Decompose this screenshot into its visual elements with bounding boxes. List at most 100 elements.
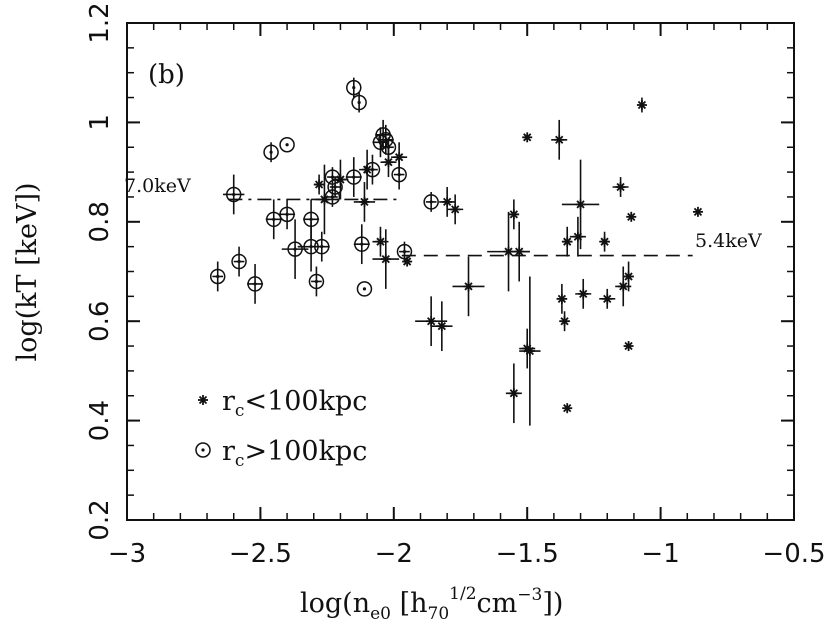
circle-marker	[265, 211, 282, 228]
circle-marker	[279, 137, 295, 153]
star-marker	[508, 388, 519, 399]
data-point-circle	[324, 187, 341, 207]
star-stroke	[451, 205, 460, 214]
circle-dot	[216, 274, 220, 279]
star-marker	[575, 199, 586, 210]
circle-dot	[309, 217, 313, 221]
star-marker	[394, 152, 405, 163]
y-tick-label: 0.6	[85, 301, 115, 342]
star-stroke	[376, 237, 385, 246]
star-stroke	[693, 207, 703, 216]
data-point-circle	[346, 77, 362, 98]
circle-dot	[285, 143, 289, 147]
star-stroke	[403, 257, 412, 266]
axis-ticks: −3 −2.5 −2 −1.5 −1 −0.5 0.2 0.4 0.6 0.8 1 1.2	[85, 2, 826, 569]
data-point-circle	[327, 177, 343, 197]
data-point-circle	[356, 281, 373, 297]
legend-circle-glyph	[195, 442, 211, 458]
circle-marker	[247, 276, 263, 292]
y-tick-label: 0.2	[85, 499, 115, 540]
circle-ring	[279, 137, 295, 153]
circle-marker	[314, 238, 330, 255]
star-marker	[578, 288, 589, 299]
ref-label-5p4keV: 5.4keV	[695, 230, 762, 252]
data-point-star	[431, 301, 453, 352]
star-stroke	[360, 197, 369, 207]
y-tick-label: 1	[85, 114, 115, 131]
star-stroke	[637, 100, 647, 110]
data-point-star	[561, 226, 573, 257]
circle-ring	[372, 134, 389, 151]
star-marker	[556, 293, 567, 304]
circle-marker	[396, 243, 413, 260]
star-marker	[626, 211, 637, 222]
circle-dot	[272, 217, 276, 221]
star-stroke	[600, 237, 609, 246]
star-stroke	[394, 153, 404, 162]
data-point-circle	[263, 142, 279, 163]
y-tick-label: 0.8	[85, 201, 115, 242]
data-point-star	[508, 199, 520, 230]
circle-ring	[195, 442, 211, 458]
star-stroke	[515, 247, 524, 256]
circle-marker	[209, 268, 226, 285]
ref-label-7keV: 7.0keV	[124, 175, 191, 197]
circle-ring	[324, 189, 341, 205]
star-stroke	[443, 197, 452, 207]
circle-marker	[263, 144, 279, 160]
circle-marker	[380, 139, 397, 155]
data-point-star	[372, 229, 400, 289]
circle-marker	[423, 194, 439, 210]
data-point-star	[311, 164, 338, 235]
data-point-star	[556, 283, 568, 314]
x-tick-label: −1.5	[496, 539, 559, 569]
circle-marker	[287, 241, 303, 257]
data-point-star	[561, 159, 600, 250]
data-point-circle	[209, 261, 226, 292]
circle-dot	[330, 195, 335, 199]
data-point-star	[447, 194, 464, 225]
data-point-circle	[281, 219, 309, 279]
data-point-circle	[351, 92, 367, 113]
data-point-star	[452, 256, 485, 317]
star-stroke	[557, 294, 567, 303]
legend-label-small-core: rc<100kpc	[222, 386, 367, 421]
data-point-circle	[308, 266, 325, 297]
circle-ring	[308, 273, 325, 290]
circle-ring	[391, 166, 407, 183]
data-point-circle	[279, 137, 295, 153]
circle-marker	[324, 189, 341, 205]
star-marker	[602, 293, 613, 304]
circle-dot	[370, 168, 375, 172]
star-stroke	[560, 317, 569, 326]
star-stroke	[576, 200, 585, 209]
legend-label-large-core: rc>100kpc	[222, 436, 367, 471]
data-point-circle	[247, 264, 264, 304]
data-point-star	[519, 328, 536, 369]
star-stroke	[619, 282, 628, 291]
circle-dot	[362, 287, 367, 291]
circle-ring	[209, 268, 226, 285]
circle-dot	[357, 100, 361, 105]
star-marker	[559, 316, 570, 327]
data-point-circle	[423, 191, 439, 212]
data-point-circle	[345, 157, 362, 197]
data-point-star	[353, 182, 376, 222]
circle-marker	[225, 186, 242, 203]
legend-marker-star	[198, 395, 208, 405]
data-point-star	[508, 221, 530, 282]
circle-marker	[372, 134, 389, 151]
y-tick-label: 1.2	[85, 2, 115, 43]
star-marker	[383, 157, 394, 168]
star-marker	[375, 236, 386, 247]
circle-ring	[364, 161, 381, 178]
data-point-star	[372, 226, 389, 257]
circle-dot	[253, 282, 257, 286]
circle-ring	[351, 94, 367, 111]
circle-marker	[364, 161, 381, 178]
data-point-star	[626, 211, 637, 222]
x-tick-label: −2.5	[229, 539, 292, 569]
circle-marker	[231, 253, 247, 270]
star-marker	[623, 271, 634, 282]
